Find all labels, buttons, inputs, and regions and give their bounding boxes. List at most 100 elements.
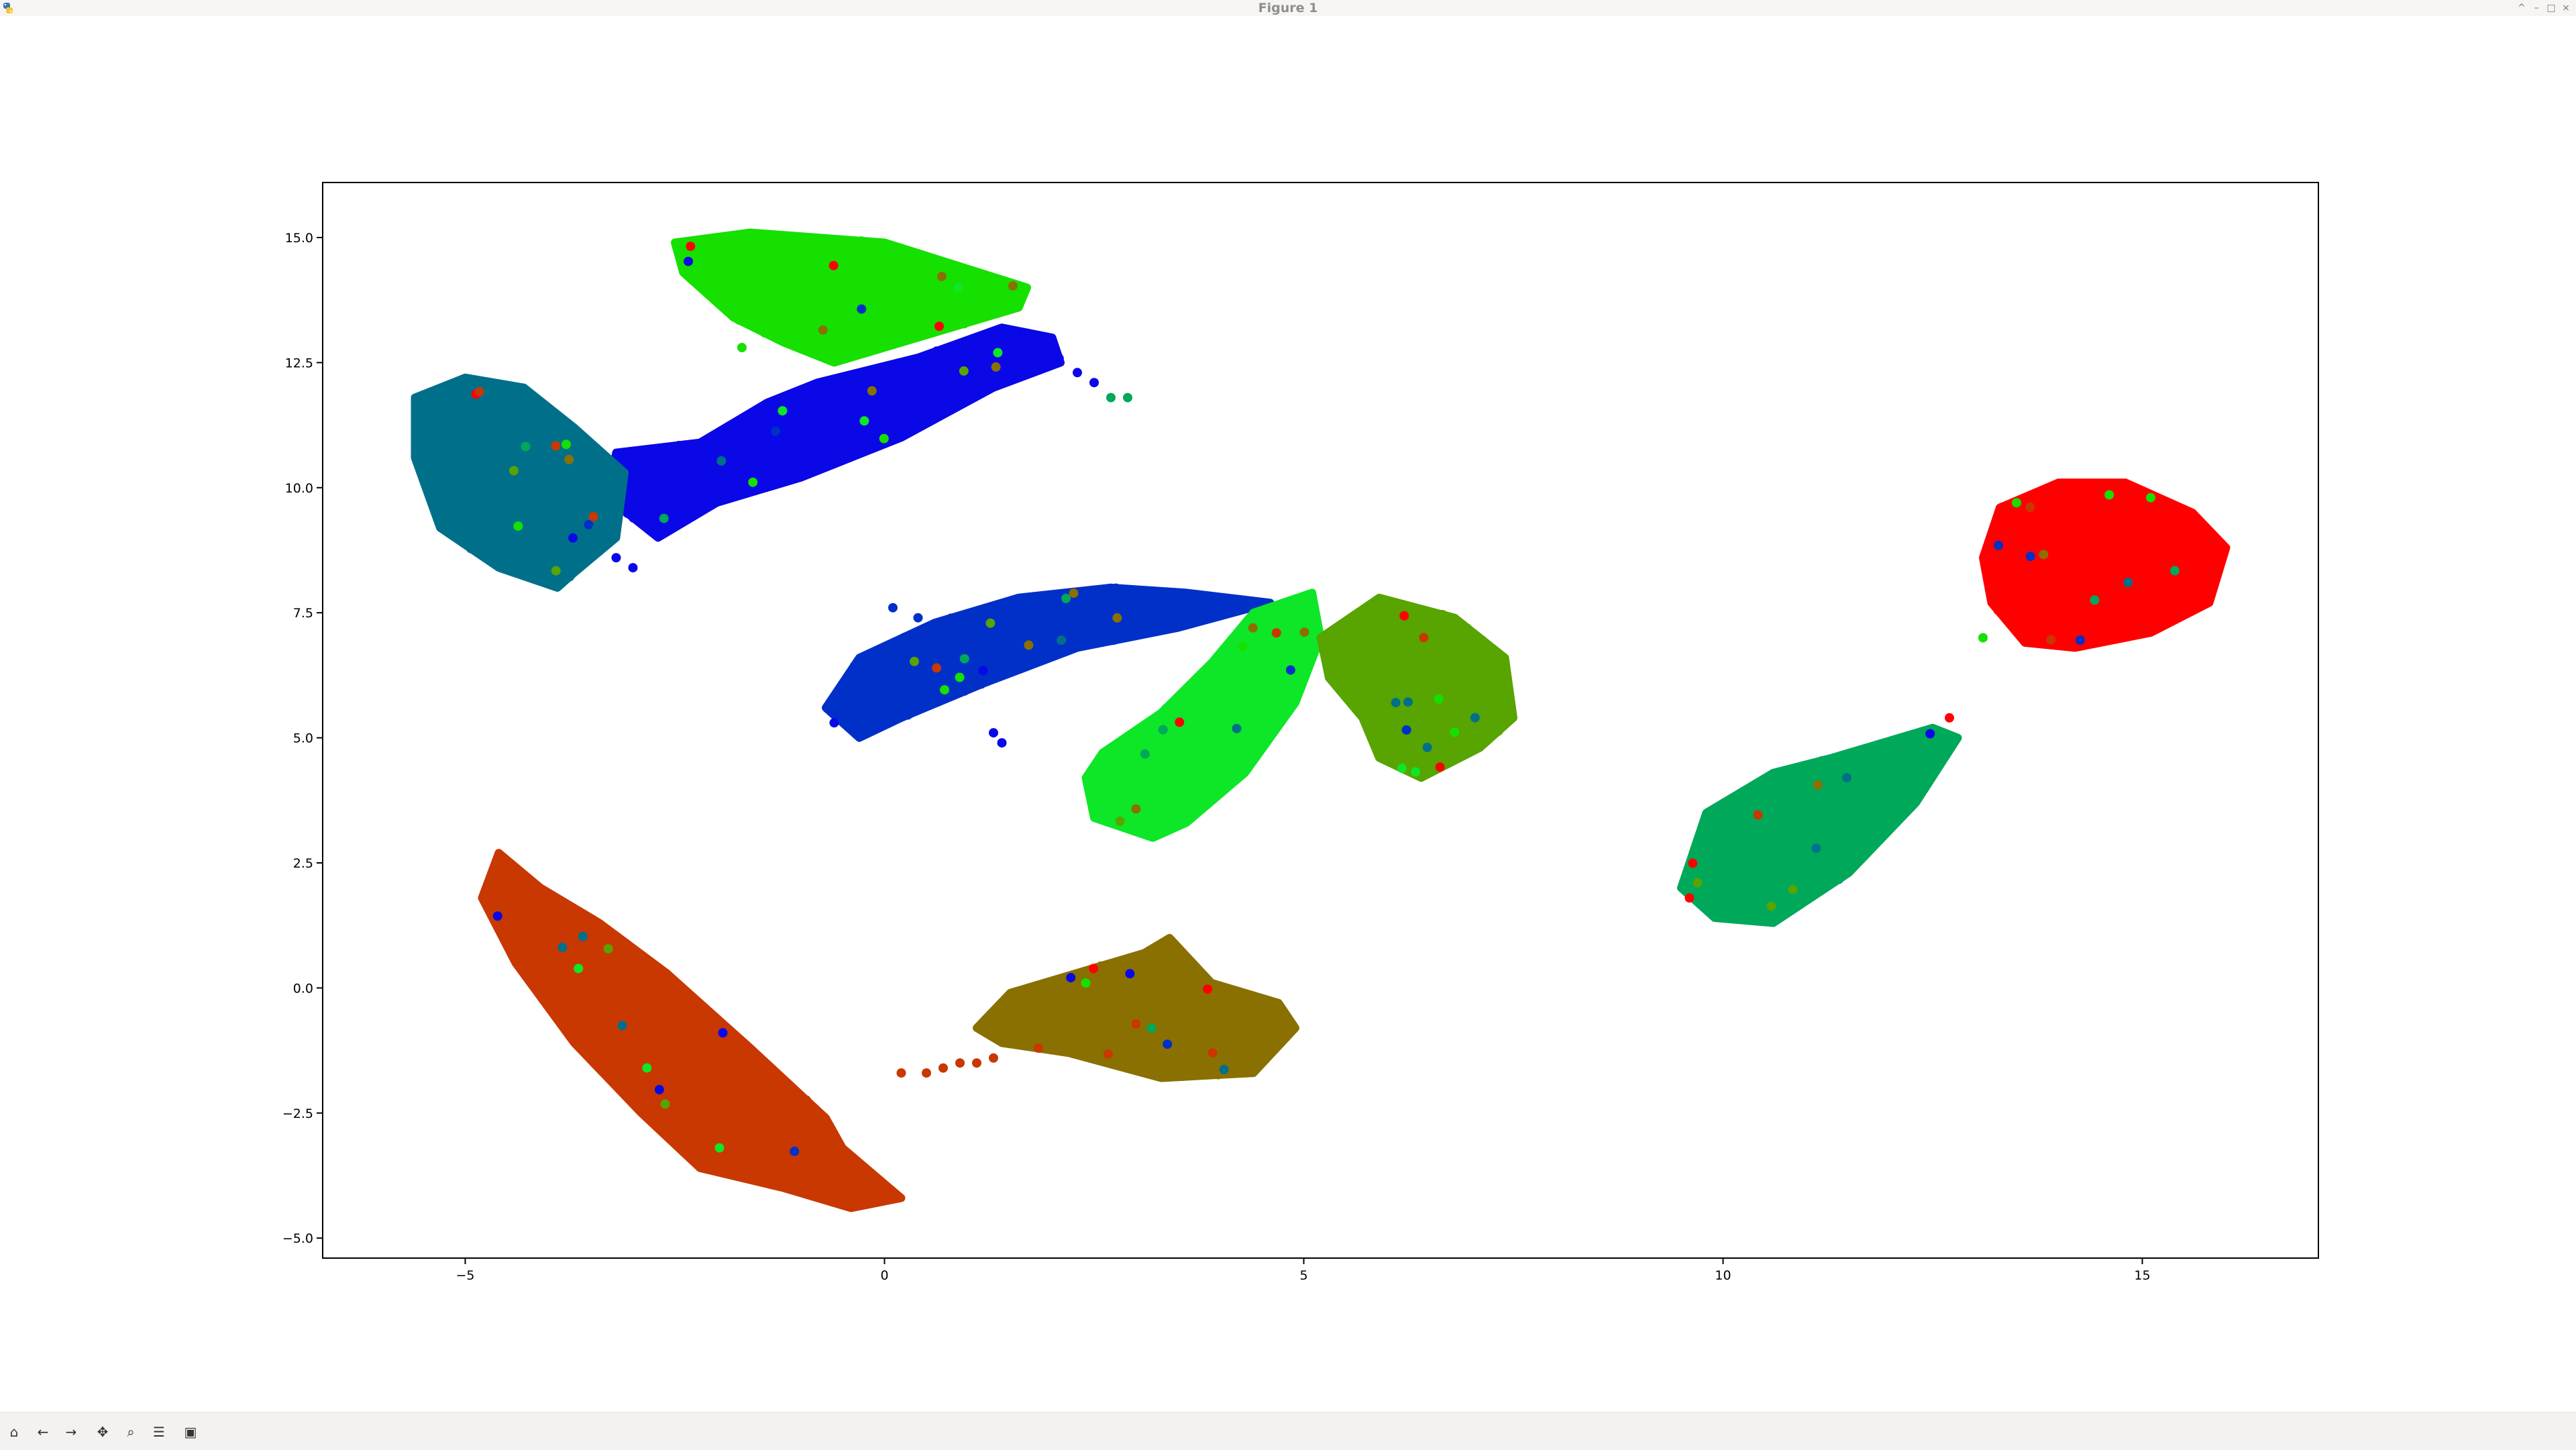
cluster-1-point bbox=[780, 241, 789, 250]
cluster-7-point bbox=[2158, 522, 2168, 532]
cluster-8-point bbox=[1934, 741, 1944, 752]
cluster-8-point bbox=[1852, 776, 1862, 786]
pan-button[interactable]: ✥ bbox=[91, 1420, 114, 1443]
cluster-7-point bbox=[2037, 526, 2047, 536]
cluster-2-point bbox=[902, 425, 912, 434]
cluster-5-point bbox=[1228, 776, 1238, 786]
cluster-3-point bbox=[490, 421, 500, 431]
cluster-9-point bbox=[644, 1031, 654, 1041]
cluster-10-point bbox=[1205, 1061, 1215, 1072]
cluster-9-point bbox=[669, 1027, 680, 1037]
cluster-4-point bbox=[909, 692, 918, 702]
cluster-3-outlier-point bbox=[551, 441, 561, 451]
maximize-button[interactable]: □ bbox=[2546, 3, 2556, 13]
cluster-5-point bbox=[1183, 735, 1193, 745]
cluster-2-point bbox=[669, 460, 680, 470]
cluster-10-outlier-point bbox=[1146, 1023, 1157, 1033]
cluster-8-point bbox=[1717, 833, 1727, 843]
cluster-5-point bbox=[1197, 688, 1208, 698]
cluster-7-outlier-point bbox=[2076, 635, 2085, 645]
cluster-4-point bbox=[899, 633, 909, 643]
cluster-4-point bbox=[1043, 620, 1053, 630]
cluster-10-point bbox=[1226, 1040, 1236, 1050]
cluster-1-point bbox=[749, 315, 759, 325]
cluster-2-point bbox=[637, 478, 647, 488]
cluster-6-point bbox=[1428, 689, 1438, 699]
cluster-5-point bbox=[1181, 747, 1191, 757]
cluster-9-point bbox=[679, 1051, 689, 1061]
cluster-10-point bbox=[1037, 1011, 1047, 1021]
cluster-9-point bbox=[682, 1128, 691, 1138]
cluster-3-point bbox=[495, 491, 505, 501]
cluster-1-point bbox=[846, 266, 856, 276]
home-button[interactable]: ⌂ bbox=[3, 1420, 25, 1443]
cluster-9-point bbox=[716, 1124, 726, 1134]
cluster-9-point bbox=[604, 1023, 614, 1033]
cluster-8-point bbox=[1815, 872, 1825, 882]
cluster-5-point bbox=[1239, 704, 1249, 714]
cluster-2-point bbox=[1005, 333, 1015, 343]
cluster-3-point bbox=[500, 564, 509, 574]
cluster-8-point bbox=[1766, 809, 1776, 819]
cluster-8-point bbox=[1841, 814, 1851, 824]
cluster-2-point bbox=[925, 391, 935, 401]
cluster-5-point bbox=[1256, 715, 1266, 725]
window-scroll-up-button[interactable]: ^ bbox=[2518, 3, 2526, 13]
cluster-10-point bbox=[1120, 1061, 1130, 1071]
cluster-7-point bbox=[2037, 598, 2047, 608]
cluster-10-point bbox=[1016, 1000, 1026, 1010]
zoom-button[interactable]: ⌕ bbox=[119, 1420, 142, 1443]
cluster-7-point bbox=[2197, 547, 2207, 557]
cluster-1-point bbox=[778, 266, 788, 276]
python-app-icon bbox=[3, 3, 13, 13]
cluster-2-point bbox=[721, 435, 731, 445]
minimize-button[interactable]: – bbox=[2534, 3, 2539, 13]
back-button[interactable]: ← bbox=[32, 1420, 54, 1443]
cluster-2-point bbox=[932, 346, 942, 356]
cluster-9-point bbox=[595, 970, 605, 980]
cluster-7-point bbox=[2106, 592, 2116, 603]
cluster-9-point bbox=[484, 902, 494, 913]
cluster-9-point bbox=[492, 860, 501, 869]
cluster-1-point bbox=[979, 293, 989, 303]
cluster-6-outlier-point bbox=[1435, 762, 1445, 772]
cluster-8-point bbox=[1796, 839, 1806, 849]
cluster-2-point bbox=[833, 375, 843, 385]
cluster-5-point bbox=[1248, 745, 1258, 756]
cluster-2-point bbox=[804, 454, 814, 464]
cluster-1-point bbox=[815, 333, 825, 344]
configure-subplots-button[interactable]: ☰ bbox=[148, 1420, 170, 1443]
cluster-5-point bbox=[1193, 719, 1203, 729]
cluster-8-point bbox=[1917, 727, 1927, 737]
save-button[interactable]: ▣ bbox=[179, 1420, 202, 1443]
cluster-3-point bbox=[523, 458, 533, 468]
cluster-9-point bbox=[592, 1047, 602, 1057]
cluster-7-point bbox=[2070, 601, 2080, 611]
cluster-10-outlier-point bbox=[1103, 1049, 1113, 1059]
cluster-2-point bbox=[691, 448, 701, 458]
cluster-3-point bbox=[522, 533, 532, 543]
cluster-1-outlier-point bbox=[684, 256, 693, 266]
cluster-10-point bbox=[1116, 1033, 1126, 1042]
cluster-2-point bbox=[967, 370, 977, 380]
cluster-3-point bbox=[557, 419, 567, 429]
cluster-1-point bbox=[722, 265, 732, 275]
cluster-1-outlier-point bbox=[767, 291, 776, 301]
cluster-1-point bbox=[842, 300, 852, 309]
close-button[interactable]: × bbox=[2562, 3, 2570, 13]
cluster-2-point bbox=[808, 409, 818, 419]
cluster-1-point bbox=[883, 274, 893, 284]
cluster-9-point bbox=[511, 892, 521, 902]
forward-button[interactable]: → bbox=[60, 1420, 83, 1443]
cluster-9-point bbox=[804, 1188, 814, 1198]
cluster-7-outlier-point bbox=[2025, 502, 2035, 512]
figure-canvas[interactable]: −5 0 5 10 15 −5.0 −2.5 0.0 2.5 5.0 7.5 10.0 12.5 15.0 bbox=[0, 16, 2576, 1412]
scatter-plot[interactable]: −5 0 5 10 15 −5.0 −2.5 0.0 2.5 5.0 7.5 10.0 12.5 15.0 bbox=[0, 16, 2576, 1412]
cluster-3-point bbox=[529, 553, 539, 563]
cluster-9-point bbox=[856, 1192, 866, 1202]
cluster-9-point bbox=[726, 1069, 736, 1079]
stray-point bbox=[611, 553, 621, 563]
cluster-2-point bbox=[645, 471, 655, 481]
cluster-3-point bbox=[581, 488, 591, 498]
cluster-9-outlier-point bbox=[790, 1146, 800, 1156]
